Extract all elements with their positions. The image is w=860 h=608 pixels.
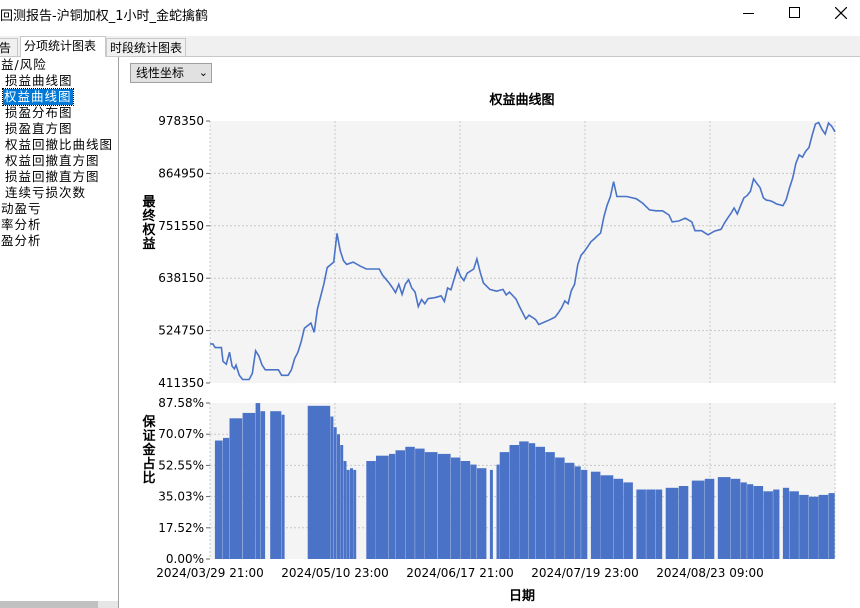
maximize-icon	[789, 7, 800, 18]
tab-report[interactable]: 告	[0, 38, 18, 56]
sidebar-tree: 益/风险 损益曲线图 权益曲线图 损盈分布图 损盈直方图 权益回撤比曲线图 权益…	[0, 57, 119, 608]
minimize-button[interactable]	[726, 0, 772, 26]
sidebar-item-equity-drawdown-histogram[interactable]: 权益回撤直方图	[5, 153, 100, 168]
close-icon	[835, 7, 847, 19]
title-bar: 回测报告-沪铜加权_1小时_金蛇擒鹤	[0, 0, 860, 26]
horizontal-scrollbar[interactable]	[0, 601, 118, 608]
sidebar-item-pnl-curve[interactable]: 损益曲线图	[5, 73, 73, 88]
scale-select[interactable]: 线性坐标 ⌄	[130, 63, 212, 83]
chart-panel: 线性坐标 ⌄	[119, 57, 860, 608]
tab-bar: 告 分项统计图表 时段统计图表	[0, 36, 860, 57]
sidebar-item-rate-analysis[interactable]: 率分析	[1, 217, 42, 232]
tab-period-stats-charts[interactable]: 时段统计图表	[106, 38, 186, 56]
sidebar-item-return-risk[interactable]: 益/风险	[1, 57, 47, 72]
sidebar-item-floating-pnl[interactable]: 动盈亏	[1, 201, 42, 216]
tab-item-stats-charts[interactable]: 分项统计图表	[20, 36, 106, 57]
close-button[interactable]	[818, 0, 860, 26]
scale-select-value: 线性坐标	[136, 66, 185, 80]
window-title: 回测报告-沪铜加权_1小时_金蛇擒鹤	[0, 9, 208, 24]
sidebar-item-equity-curve[interactable]: 权益曲线图	[2, 88, 74, 106]
minimize-icon	[743, 13, 754, 14]
scrollbar-thumb[interactable]	[0, 601, 98, 608]
sidebar-item-pnl-distribution[interactable]: 损盈分布图	[5, 105, 73, 120]
sidebar-item-equity-drawdown-ratio[interactable]: 权益回撤比曲线图	[5, 137, 114, 152]
sidebar-item-consecutive-losses[interactable]: 连续亏损次数	[5, 185, 87, 200]
sidebar-item-pnl-histogram[interactable]: 损盈直方图	[5, 121, 73, 136]
maximize-button[interactable]	[772, 0, 818, 26]
sidebar-item-pnl-drawdown-histogram[interactable]: 损益回撤直方图	[5, 169, 100, 184]
sidebar-item-profit-analysis[interactable]: 盈分析	[1, 233, 42, 248]
chevron-down-icon: ⌄	[198, 66, 208, 79]
